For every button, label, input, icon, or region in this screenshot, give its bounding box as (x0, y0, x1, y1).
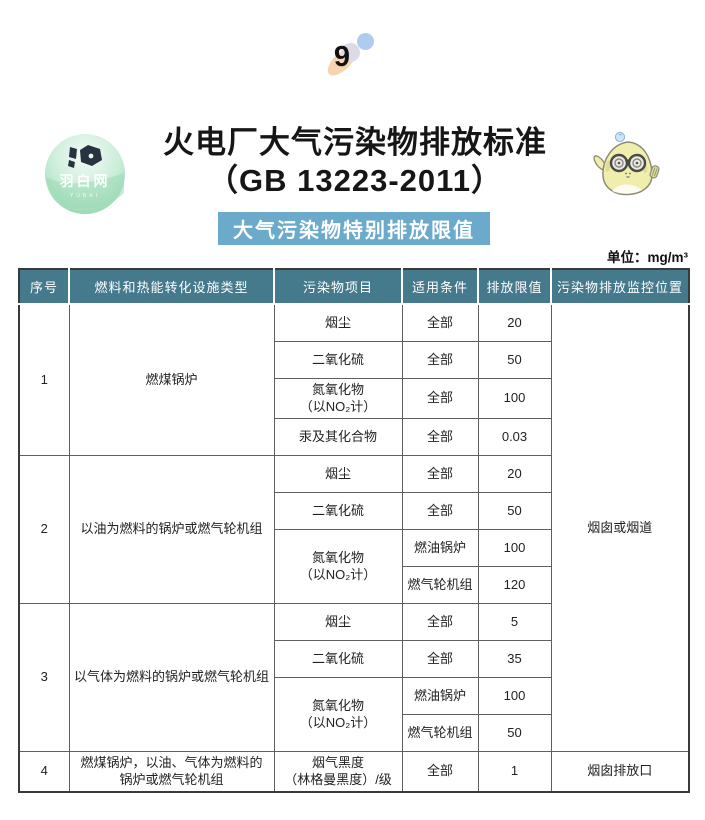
logo-text: 羽白网 (60, 173, 111, 189)
seq-cell: 4 (18, 750, 70, 793)
condition-cell: 全部 (401, 377, 479, 419)
condition-cell: 全部 (401, 491, 479, 530)
facility-cell: 以油为燃料的锅炉或燃气轮机组 (68, 454, 275, 604)
chick-mascot-icon (593, 131, 660, 196)
decor-circle-blue (357, 33, 374, 50)
pollutant-cell: 烟气黑度 （林格曼黑度）/级 (273, 750, 403, 793)
condition-cell: 全部 (401, 602, 479, 641)
condition-cell: 燃气轮机组 (401, 713, 479, 752)
seq-cell: 2 (18, 454, 70, 604)
column-header-pollutant: 污染物项目 (273, 269, 402, 305)
pollutant-cell: 二氧化硫 (273, 340, 403, 379)
column-header-facility: 燃料和热能转化设施类型 (68, 269, 274, 305)
table-row: 4 燃煤锅炉，以油、气体为燃料的 锅炉或燃气轮机组 烟气黑度 （林格曼黑度）/级… (18, 750, 690, 793)
column-header-monitor: 污染物排放监控位置 (550, 269, 689, 305)
limit-cell: 100 (477, 528, 552, 567)
seq-cell: 1 (18, 303, 70, 456)
pollutant-cell: 氮氧化物 （以NO₂计） (273, 528, 403, 604)
limit-cell: 20 (477, 303, 552, 342)
pollutant-cell: 烟尘 (273, 454, 403, 493)
condition-cell: 燃气轮机组 (401, 565, 479, 604)
monitor-cell: 烟囱排放口 (550, 750, 690, 793)
title-line2: （GB 13223-2011） (207, 163, 503, 199)
pollutant-cell: 二氧化硫 (273, 491, 403, 530)
unit-note: 单位：mg/m³ (607, 250, 688, 265)
seq-cell: 3 (18, 602, 70, 752)
svg-text:YUBAI: YUBAI (70, 193, 100, 199)
condition-cell: 全部 (401, 340, 479, 379)
table-row: 2 以油为燃料的锅炉或燃气轮机组 烟尘 全部 20 (18, 454, 689, 604)
condition-cell: 全部 (401, 639, 479, 678)
facility-cell: 燃煤锅炉 (68, 303, 275, 456)
table-row: 3 以气体为燃料的锅炉或燃气轮机组 烟尘 全部 5 (18, 602, 689, 752)
pollutant-cell: 氮氧化物 （以NO₂计） (273, 377, 403, 419)
limit-cell: 100 (477, 377, 552, 419)
table-row: 二氧化硫 全部 50 (19, 340, 689, 379)
limit-cell: 50 (477, 340, 552, 379)
column-header-seq: 序号 (19, 269, 69, 305)
banner-label: 大气污染物特别排放限值 (233, 220, 475, 242)
table-row: 汞及其化合物 全部 0.03 (19, 417, 689, 456)
pollutant-cell: 二氧化硫 (273, 639, 403, 678)
table-row: 二氧化硫 全部 50 (19, 491, 689, 530)
decor-circle-lavender (341, 43, 360, 62)
banner: 大气污染物特别排放限值 (218, 212, 490, 245)
condition-cell: 全部 (401, 750, 479, 793)
table-row: 二氧化硫 全部 35 (19, 639, 689, 678)
table-row: 氮氧化物 （以NO₂计） 全部 100 (19, 377, 689, 419)
pollutant-cell: 氮氧化物 （以NO₂计） (273, 676, 403, 752)
limit-cell: 100 (477, 676, 552, 715)
limit-cell: 120 (477, 565, 552, 604)
limit-cell: 20 (477, 454, 552, 493)
facility-cell: 以气体为燃料的锅炉或燃气轮机组 (68, 602, 275, 752)
facility-cell: 燃煤锅炉，以油、气体为燃料的 锅炉或燃气轮机组 (68, 750, 275, 793)
yubai-logo-icon: 羽白网 YUBAI (45, 134, 125, 214)
condition-cell: 燃油锅炉 (401, 528, 479, 567)
table-row: 燃气轮机组 50 (19, 713, 689, 752)
page-title: 火电厂大气污染物排放标准 （GB 13223-2011） (120, 124, 590, 201)
limit-cell: 1 (477, 750, 552, 793)
emission-limits-table: 序号 燃料和热能转化设施类型 污染物项目 适用条件 排放限值 污染物排放监控位置… (18, 268, 690, 793)
limit-cell: 5 (477, 602, 552, 641)
pollutant-cell: 烟尘 (273, 602, 403, 641)
condition-cell: 全部 (401, 454, 479, 493)
limit-cell: 0.03 (477, 417, 552, 456)
limit-cell: 35 (477, 639, 552, 678)
limit-cell: 50 (477, 491, 552, 530)
condition-cell: 全部 (401, 303, 479, 342)
condition-cell: 燃油锅炉 (401, 676, 479, 715)
table-row: 氮氧化物 （以NO₂计） 燃油锅炉 100 (19, 676, 689, 752)
pollutant-cell: 烟尘 (273, 303, 403, 342)
monitor-cell: 烟囱或烟道 (550, 303, 690, 752)
table-row: 氮氧化物 （以NO₂计） 燃油锅炉 100 (19, 528, 689, 604)
column-header-condition: 适用条件 (401, 269, 478, 305)
table-header-row: 序号 燃料和热能转化设施类型 污染物项目 适用条件 排放限值 污染物排放监控位置 (19, 269, 689, 305)
page-number: 9 (333, 41, 351, 73)
column-header-limit: 排放限值 (477, 269, 551, 305)
condition-cell: 全部 (401, 417, 479, 456)
table-row: 1 燃煤锅炉 烟尘 全部 20 烟囱或烟道 (18, 303, 690, 752)
title-line1: 火电厂大气污染物排放标准 (163, 125, 547, 160)
pollutant-cell: 汞及其化合物 (273, 417, 403, 456)
limit-cell: 50 (477, 713, 552, 752)
